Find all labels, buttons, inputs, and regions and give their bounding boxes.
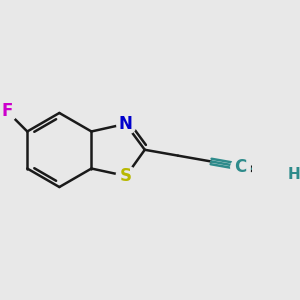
Text: F: F: [1, 102, 13, 120]
Text: H: H: [287, 167, 300, 182]
Text: C: C: [234, 158, 246, 175]
Text: N: N: [119, 115, 133, 133]
Text: S: S: [120, 167, 132, 185]
